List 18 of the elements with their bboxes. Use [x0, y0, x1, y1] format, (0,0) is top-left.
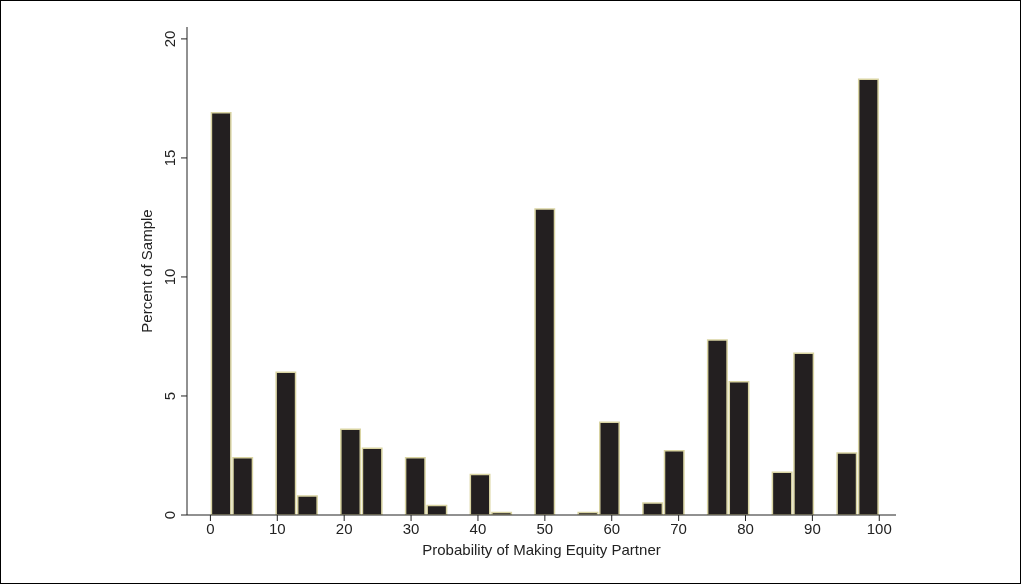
y-tick-label: 10	[161, 268, 178, 286]
x-tick-label: 10	[268, 519, 286, 537]
y-axis-title: Percent of Sample	[138, 209, 156, 333]
x-tick-label: 50	[536, 519, 554, 537]
y-tick-label: 5	[161, 391, 178, 401]
y-tick-label: 0	[161, 510, 178, 520]
x-axis-title: Probability of Making Equity Partner	[422, 541, 661, 558]
x-tick-label: 0	[206, 519, 215, 537]
x-tick-label: 30	[402, 519, 420, 537]
x-tick-label: 90	[804, 519, 821, 537]
x-tick-label: 70	[670, 519, 687, 537]
x-tick-label: 20	[335, 519, 353, 537]
x-tick-label: 60	[603, 519, 621, 537]
y-tick-label: 20	[161, 30, 178, 48]
x-tick-label: 40	[469, 519, 487, 537]
y-tick-label: 15	[161, 149, 178, 167]
x-tick-label: 80	[737, 519, 754, 537]
x-tick-label: 100	[866, 519, 892, 537]
